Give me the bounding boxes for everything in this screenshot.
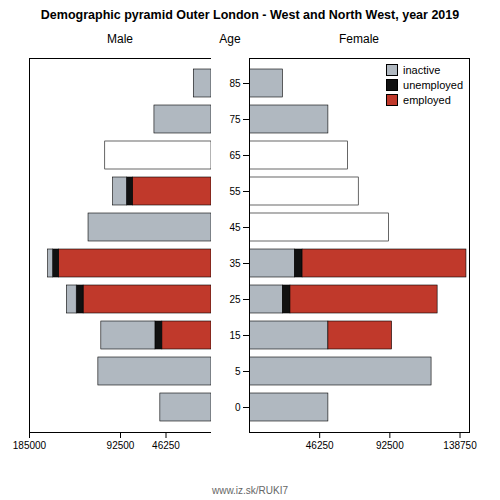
html-text:Female: Female [339,32,379,46]
svg-text:55: 55 [229,186,241,197]
svg-text:46250: 46250 [152,440,180,451]
html-text:Age: Age [219,32,241,46]
svg-text:15: 15 [229,330,241,341]
svg-text:45: 45 [229,222,241,233]
svg-text:185000: 185000 [13,440,47,451]
html-text:employed: employed [403,94,451,106]
svg-text:46250: 46250 [306,440,334,451]
svg-text:0: 0 [235,402,241,413]
html-text:unemployed: unemployed [403,79,463,91]
html-text:Male: Male [107,32,133,46]
svg-text:25: 25 [229,294,241,305]
svg-text:65: 65 [229,150,241,161]
svg-text:92500: 92500 [107,440,135,451]
svg-text:138750: 138750 [443,440,477,451]
html-text:inactive: inactive [403,64,441,76]
html-text:Demographic pyramid Outer Lond: Demographic pyramid Outer London - West … [40,8,460,22]
svg-text:5: 5 [235,366,241,377]
svg-text:85: 85 [229,78,241,89]
svg-text:75: 75 [229,114,241,125]
html-text:www.iz.sk/RUKI7: www.iz.sk/RUKI7 [211,485,289,496]
svg-text:35: 35 [229,258,241,269]
svg-text:92500: 92500 [376,440,404,451]
